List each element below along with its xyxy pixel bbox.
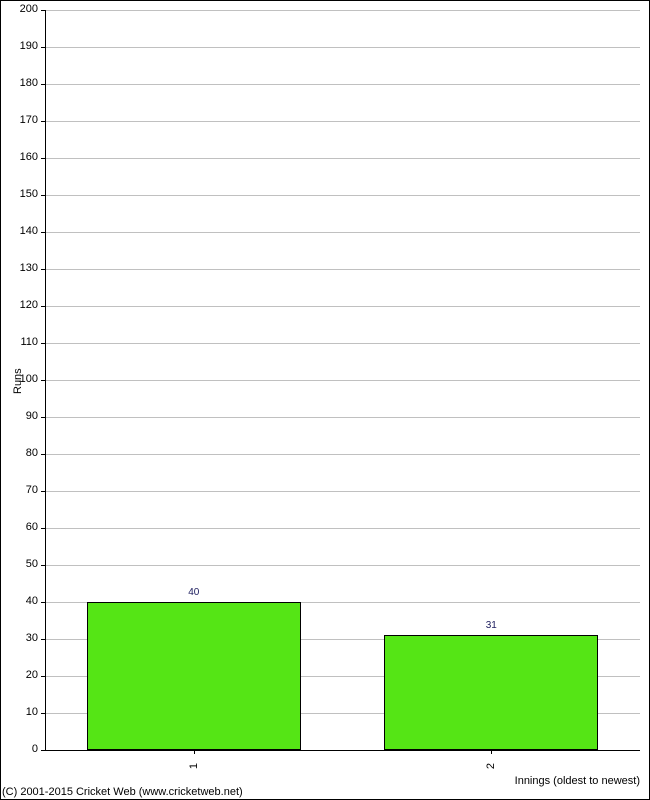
grid-line (45, 47, 640, 48)
grid-line (45, 158, 640, 159)
bar-value-label: 40 (164, 587, 224, 598)
y-tick-label: 180 (0, 77, 38, 89)
y-tick-label: 80 (0, 447, 38, 459)
y-tick-label: 50 (0, 558, 38, 570)
y-axis (45, 10, 46, 750)
grid-line (45, 121, 640, 122)
y-tick-label: 0 (0, 743, 38, 755)
x-tick-label: 1 (188, 756, 200, 776)
grid-line (45, 232, 640, 233)
y-tick-label: 30 (0, 632, 38, 644)
grid-line (45, 380, 640, 381)
grid-line (45, 491, 640, 492)
x-axis (45, 750, 640, 751)
y-tick-label: 130 (0, 262, 38, 274)
grid-line (45, 195, 640, 196)
y-tick-label: 60 (0, 521, 38, 533)
footer-copyright: (C) 2001-2015 Cricket Web (www.cricketwe… (2, 786, 243, 798)
bar (384, 635, 598, 750)
grid-line (45, 269, 640, 270)
grid-line (45, 10, 640, 11)
y-tick-label: 90 (0, 410, 38, 422)
y-tick-label: 110 (0, 336, 38, 348)
bar (87, 602, 301, 750)
y-tick-label: 190 (0, 40, 38, 52)
y-tick-label: 200 (0, 3, 38, 15)
grid-line (45, 417, 640, 418)
y-tick-label: 160 (0, 151, 38, 163)
y-tick-label: 170 (0, 114, 38, 126)
grid-line (45, 343, 640, 344)
y-tick-label: 40 (0, 595, 38, 607)
y-tick-label: 20 (0, 669, 38, 681)
chart-container: 0102030405060708090100110120130140150160… (0, 0, 650, 800)
y-axis-title: Runs (12, 368, 24, 394)
y-tick-label: 120 (0, 299, 38, 311)
y-tick-label: 70 (0, 484, 38, 496)
grid-line (45, 454, 640, 455)
grid-line (45, 528, 640, 529)
grid-line (45, 306, 640, 307)
grid-line (45, 565, 640, 566)
y-tick-label: 140 (0, 225, 38, 237)
y-tick-label: 10 (0, 706, 38, 718)
grid-line (45, 84, 640, 85)
x-tick-label: 2 (485, 756, 497, 776)
bar-value-label: 31 (461, 620, 521, 631)
x-tick-mark (194, 750, 195, 754)
y-tick-label: 150 (0, 188, 38, 200)
x-tick-mark (491, 750, 492, 754)
